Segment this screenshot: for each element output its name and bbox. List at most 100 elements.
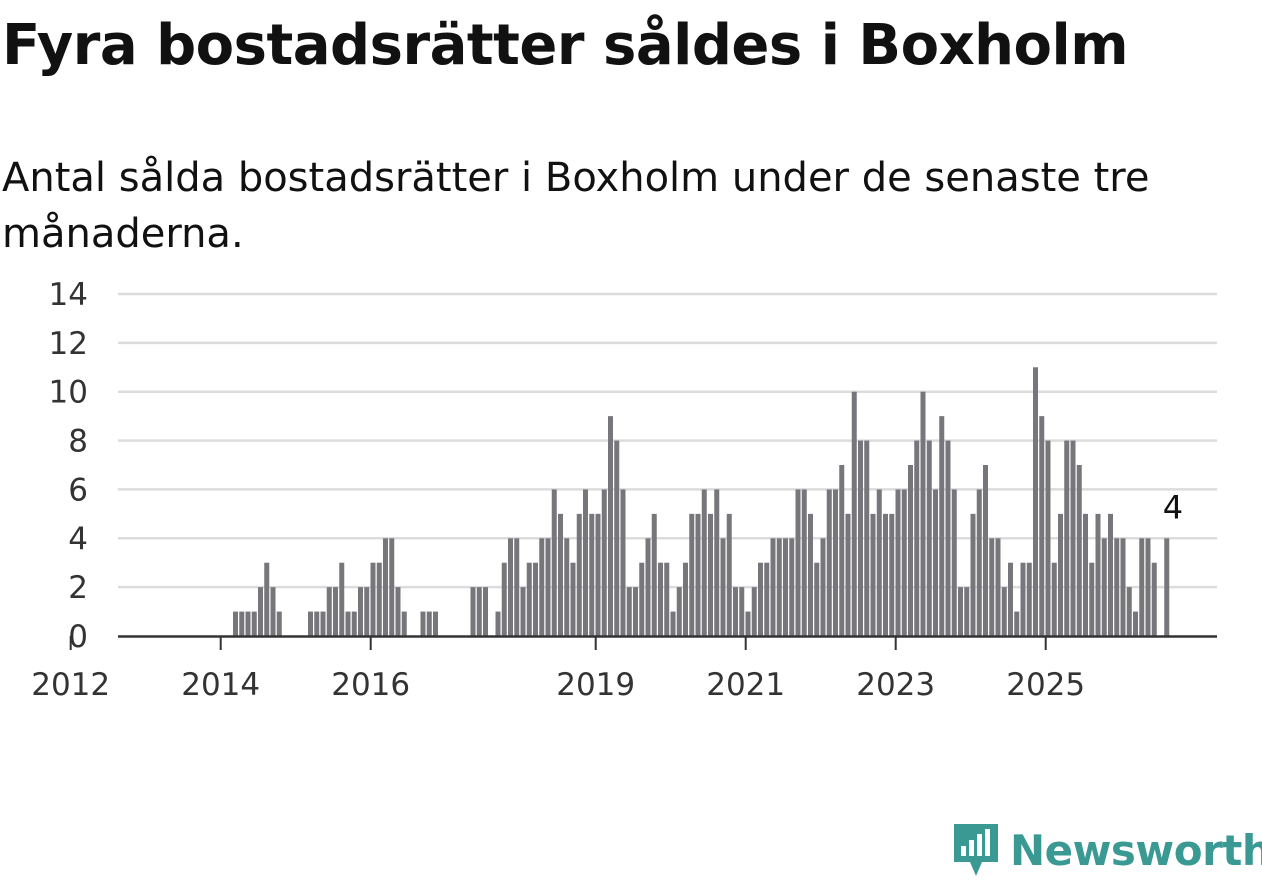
bar (595, 513, 601, 636)
bar (895, 489, 901, 636)
bar (245, 611, 251, 636)
bar (826, 489, 832, 636)
bar (620, 489, 626, 636)
bar (589, 513, 595, 636)
bar (383, 538, 388, 636)
bar (545, 538, 551, 636)
bar (1045, 440, 1051, 636)
bar (651, 513, 657, 636)
bar (976, 489, 982, 636)
bar (1145, 538, 1151, 636)
bar (958, 587, 963, 636)
bar (1020, 562, 1026, 636)
bar (551, 489, 557, 636)
bar (276, 611, 282, 636)
bar (708, 513, 713, 636)
bar (1039, 416, 1045, 636)
bar (695, 513, 701, 636)
bar (558, 513, 563, 636)
x-tick-label: 2012 (31, 667, 110, 703)
annotation: 4 (1163, 488, 1183, 526)
bar (433, 611, 438, 636)
bar (989, 538, 995, 636)
bar (733, 587, 738, 636)
bar (1120, 538, 1126, 636)
bar (1089, 562, 1095, 636)
bar (351, 611, 357, 636)
bar (845, 513, 851, 636)
newsworthy-logo: Newsworthy (950, 818, 1262, 882)
bar (751, 587, 757, 636)
bar (1164, 538, 1170, 636)
y-tick-label: 6 (68, 472, 88, 508)
y-tick-label: 0 (68, 619, 88, 655)
x-tick-label: 2016 (331, 667, 410, 703)
y-axis-labels: 0 2 4 6 8 10 12 14 (49, 277, 88, 655)
chart-subtitle: Antal sålda bostadsrätter i Boxholm unde… (2, 155, 1150, 257)
x-axis-ticks: 2012 2014 2016 2019 2021 2023 2025 (31, 636, 1085, 703)
x-tick-label: 2014 (181, 667, 260, 703)
bar (364, 587, 370, 636)
bar (833, 489, 838, 636)
bar (520, 587, 526, 636)
bar (739, 587, 745, 636)
bar (745, 611, 751, 636)
bar (1139, 538, 1145, 636)
bar (1033, 367, 1038, 636)
bar (495, 611, 501, 636)
bar (914, 440, 920, 636)
bar (426, 611, 432, 636)
bar (1108, 513, 1113, 636)
bar (483, 587, 488, 636)
bar (758, 562, 763, 636)
bar (658, 562, 663, 636)
bar (964, 587, 970, 636)
bar (1064, 440, 1070, 636)
bar (470, 587, 476, 636)
bar (720, 538, 726, 636)
bar (395, 587, 401, 636)
bar (233, 611, 238, 636)
bar (308, 611, 313, 636)
bar (820, 538, 826, 636)
bar (645, 538, 651, 636)
bar (889, 513, 895, 636)
bar (714, 489, 720, 636)
bar (358, 587, 363, 636)
bar (795, 489, 801, 636)
bar (270, 587, 276, 636)
bar (995, 538, 1001, 636)
bar (701, 489, 707, 636)
y-tick-label: 4 (68, 521, 88, 557)
bar (933, 489, 938, 636)
bars (233, 367, 1170, 636)
bar (858, 440, 863, 636)
bar (533, 562, 538, 636)
bar (1114, 538, 1120, 636)
bar (326, 587, 332, 636)
bar (676, 587, 682, 636)
bar (1133, 611, 1138, 636)
x-tick-label: 2019 (556, 667, 635, 703)
bar (1070, 440, 1076, 636)
bar (801, 489, 807, 636)
bar (1051, 562, 1057, 636)
bar (314, 611, 320, 636)
bar (564, 538, 570, 636)
x-tick-label: 2025 (1006, 667, 1085, 703)
bar (539, 538, 545, 636)
bar (570, 562, 576, 636)
bar (576, 513, 582, 636)
x-tick-label: 2021 (706, 667, 785, 703)
brand-name: Newsworthy (1010, 825, 1262, 875)
bar (633, 587, 638, 636)
bar (264, 562, 270, 636)
bar (1058, 513, 1063, 636)
bar (626, 587, 632, 636)
bar (839, 465, 845, 636)
bar (1151, 562, 1157, 636)
bar (320, 611, 326, 636)
bar (251, 611, 257, 636)
bar (476, 587, 482, 636)
